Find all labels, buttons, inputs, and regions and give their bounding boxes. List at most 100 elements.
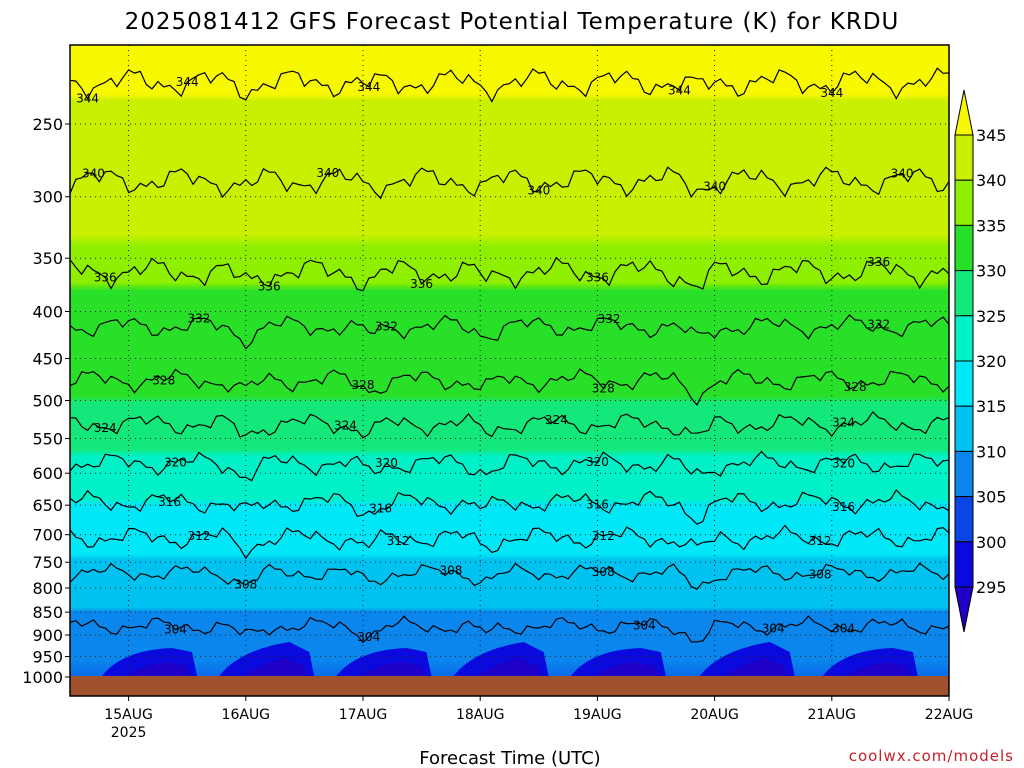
credit-link[interactable]: coolwx.com/models — [849, 747, 1014, 765]
y-tick-label: 900 — [32, 626, 63, 645]
chart-title: 2025081412 GFS Forecast Potential Temper… — [125, 9, 900, 35]
colorbar-arrow-top — [954, 89, 974, 136]
contour-label: 328 — [844, 380, 867, 394]
y-tick-label: 300 — [32, 188, 63, 207]
contour-label: 336 — [867, 255, 890, 269]
colorbar-tick-label: 330 — [976, 262, 1007, 281]
x-tick-label: 16AUG — [222, 707, 271, 723]
plot-area: 344 344 344 344 344 340 340 340 340 340 336 336 336 3… — [70, 45, 949, 696]
x-tick-label: 18AUG — [456, 707, 505, 723]
contour-label: 324 — [832, 416, 855, 430]
cold-pool-core — [478, 658, 542, 676]
contour-label: 324 — [94, 421, 117, 435]
contour-label: 320 — [375, 456, 398, 470]
colorbar-tick-label: 300 — [976, 533, 1007, 552]
y-tick-label: 750 — [32, 553, 63, 572]
y-tick-label: 700 — [32, 526, 63, 545]
y-tick-label: 350 — [32, 249, 63, 268]
contour-label: 332 — [867, 317, 890, 331]
contour-label: 340 — [316, 166, 339, 180]
colorbar-box — [954, 541, 974, 588]
contour-label: 316 — [158, 495, 181, 509]
contour-label: 304 — [762, 622, 785, 636]
y-tick-label: 1000 — [22, 668, 63, 687]
contour-label: 332 — [375, 320, 398, 334]
y-tick-label: 550 — [32, 430, 63, 449]
contour-316 — [70, 489, 949, 525]
contour-label: 304 — [164, 623, 187, 637]
contour-label: 320 — [586, 455, 609, 469]
contour-label: 308 — [592, 565, 615, 579]
contour-label: 336 — [94, 271, 117, 285]
contour-312 — [70, 524, 949, 560]
temperature-field — [70, 45, 949, 696]
contour-label: 324 — [545, 413, 568, 427]
contour-label: 344 — [357, 80, 380, 94]
y-tick-label: 850 — [32, 603, 63, 622]
contour-308 — [70, 562, 949, 590]
contour-label: 308 — [234, 578, 257, 592]
x-tick-label: 15AUG — [104, 707, 153, 723]
contour-label: 336 — [258, 279, 281, 293]
colorbar-tick-label: 315 — [976, 397, 1007, 416]
contour-label: 304 — [832, 621, 855, 635]
y-tick-label: 500 — [32, 392, 63, 411]
colorbar-tick-label: 335 — [976, 216, 1007, 235]
colorbar-box — [954, 496, 974, 543]
contour-label: 304 — [357, 630, 380, 644]
contour-label: 344 — [668, 83, 691, 97]
contour-label: 324 — [334, 419, 357, 433]
contour-label: 304 — [633, 619, 656, 633]
colorbar-tick-label: 295 — [976, 578, 1007, 597]
colorbar-tick-label: 340 — [976, 171, 1007, 190]
cold-pool-core — [595, 662, 659, 676]
contour-324 — [70, 410, 949, 439]
contour-340 — [70, 166, 949, 200]
colorbar-box — [954, 315, 974, 362]
contour-label: 308 — [809, 567, 832, 581]
colorbar-box — [954, 360, 974, 407]
contour-332 — [70, 314, 949, 350]
x-tick-year: 2025 — [111, 725, 147, 741]
contour-344 — [70, 67, 949, 103]
contour-label: 316 — [369, 502, 392, 516]
contour-label: 332 — [187, 311, 210, 325]
colorbar-arrow-bottom — [954, 586, 974, 633]
contour-label: 328 — [352, 378, 375, 392]
contour-label: 344 — [76, 92, 99, 106]
y-tick-label: 950 — [32, 648, 63, 667]
x-tick-label: 22AUG — [925, 707, 974, 723]
x-tick-label: 20AUG — [690, 707, 739, 723]
colorbar-box — [954, 224, 974, 272]
contour-label: 340 — [703, 180, 726, 194]
y-tick-label: 400 — [32, 302, 63, 321]
x-tick-label: 19AUG — [573, 707, 622, 723]
contour-328 — [70, 368, 949, 406]
cold-pool-core — [244, 658, 308, 676]
cold-pool-core — [847, 662, 911, 676]
contour-label: 340 — [891, 167, 914, 181]
contour-label: 340 — [82, 167, 105, 181]
colorbar-tick-label: 325 — [976, 307, 1007, 326]
contour-label: 340 — [527, 183, 550, 197]
y-tick-label: 800 — [32, 579, 63, 598]
contour-label: 312 — [592, 529, 615, 543]
colorbar-tick-label: 320 — [976, 352, 1007, 371]
y-tick-label: 250 — [32, 115, 63, 134]
colorbar-box — [954, 179, 974, 226]
contour-label: 312 — [809, 534, 832, 548]
contour-label: 336 — [586, 270, 609, 284]
contour-304 — [70, 615, 949, 644]
contour-label: 328 — [152, 374, 175, 388]
contour-label: 344 — [176, 75, 199, 89]
y-tick-label: 450 — [32, 349, 63, 368]
colorbar-box — [954, 405, 974, 452]
cold-pool-core — [361, 662, 425, 676]
contour-320 — [70, 450, 949, 482]
contour-label: 332 — [598, 312, 621, 326]
contour-label: 344 — [820, 86, 843, 100]
y-tick-label: 600 — [32, 464, 63, 483]
colorbar-box — [954, 270, 974, 317]
colorbar-tick-label: 345 — [976, 126, 1007, 145]
